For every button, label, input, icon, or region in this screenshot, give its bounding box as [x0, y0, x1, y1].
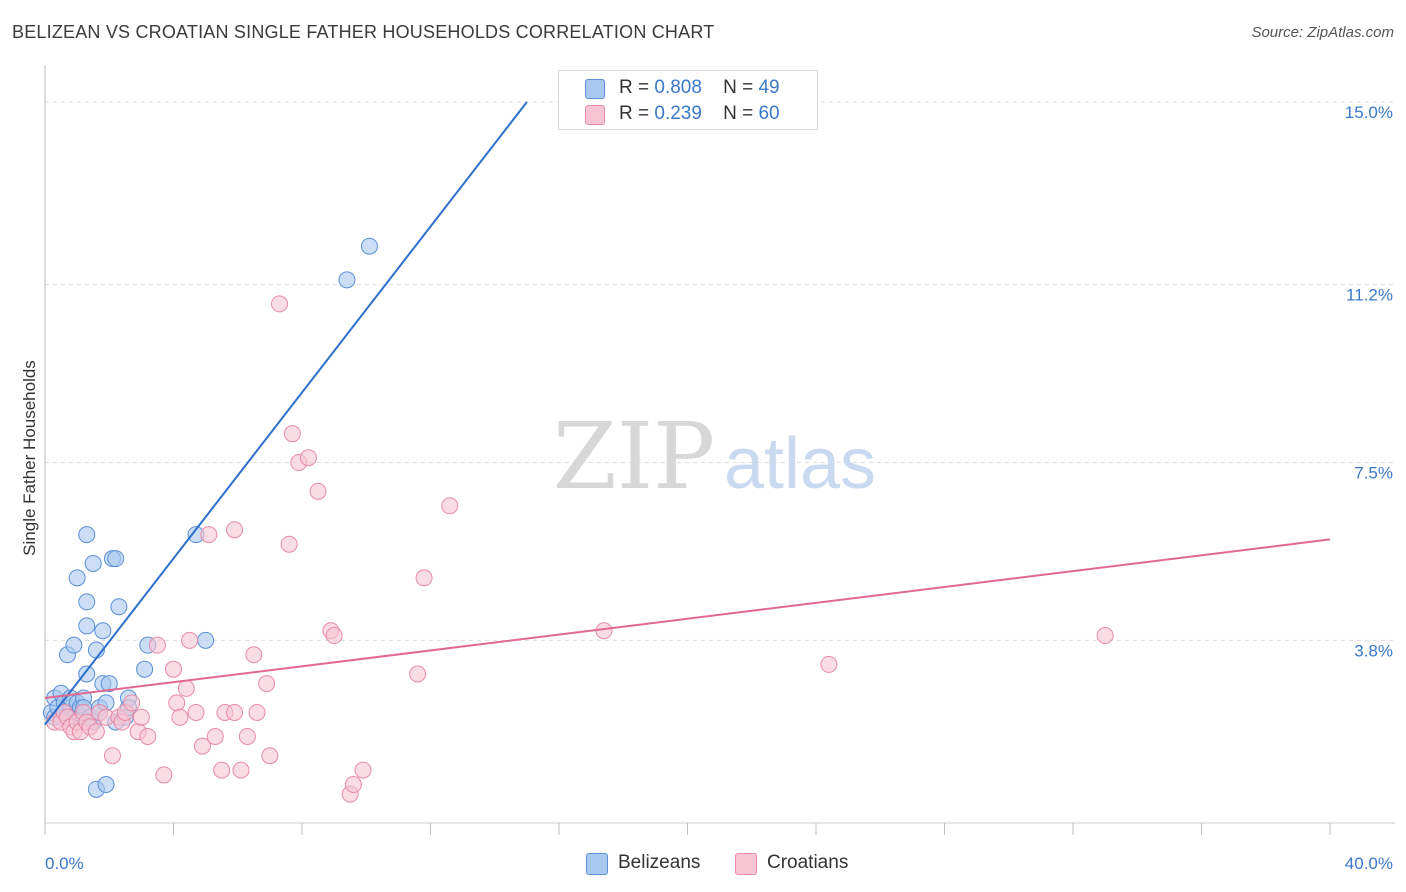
axis-layer: 3.8% 7.5% 11.2% 15.0% 0.0% 40.0%	[44, 65, 1395, 873]
croatian-point	[283, 425, 301, 443]
croatian-point	[103, 747, 121, 765]
grid-layer	[45, 101, 1395, 641]
legend-r-value: 0.808	[654, 77, 702, 98]
croatian-point	[820, 655, 838, 673]
croatian-point	[206, 727, 224, 745]
legend-r-label: R =	[619, 77, 650, 98]
croatian-point	[171, 708, 189, 726]
croatian-point	[309, 482, 327, 500]
belizean-point	[78, 617, 96, 635]
watermark-zip: ZIP	[553, 403, 715, 510]
belizean-point	[107, 550, 125, 568]
croatian-point	[595, 622, 613, 640]
legend-swatch-blue	[586, 853, 608, 875]
croatian-point	[245, 646, 263, 664]
watermark-atlas: atlas	[724, 424, 876, 504]
legend-r-label: R =	[619, 103, 650, 124]
croatian-point	[181, 631, 199, 649]
belizean-point	[110, 598, 128, 616]
croatian-point	[441, 497, 459, 515]
belizean-point	[338, 271, 356, 289]
croatian-point	[238, 727, 256, 745]
croatian-point	[213, 761, 231, 779]
belizean-point	[78, 665, 96, 683]
croatian-point	[344, 776, 362, 794]
legend-r-value: 0.239	[654, 103, 702, 124]
belizean-point	[78, 593, 96, 611]
croatian-point	[168, 694, 186, 712]
x-tick-label: 40.0%	[1345, 854, 1393, 873]
y-tick-label: 7.5%	[1354, 464, 1393, 483]
croatian-point	[155, 766, 173, 784]
belizean-point	[136, 660, 154, 678]
belizean-point	[84, 554, 102, 572]
croatian-point	[280, 535, 298, 553]
legend-n-label: N =	[723, 103, 754, 124]
legend-label-croatians: Croatians	[767, 852, 849, 873]
belizean-point	[68, 569, 86, 587]
belizean-point	[78, 526, 96, 544]
belizean-point	[360, 237, 378, 255]
croatian-point	[226, 703, 244, 721]
croatian-point	[193, 737, 211, 755]
croatian-point	[299, 449, 317, 467]
y-tick-label: 15.0%	[1345, 103, 1393, 122]
croatian-point	[271, 295, 289, 313]
croatian-point	[165, 660, 182, 678]
croatian-point	[258, 675, 276, 693]
legend-swatch-pink	[585, 105, 605, 125]
croatian-point	[261, 747, 279, 765]
croatian-point	[325, 627, 343, 645]
legend-swatch-pink	[735, 853, 757, 875]
legend-n-value: 60	[758, 103, 780, 124]
belizean-point	[65, 636, 83, 654]
croatian-point	[226, 521, 244, 539]
croatian-point	[409, 665, 427, 683]
belizean-trend-line	[44, 101, 528, 726]
croatian-point	[123, 694, 141, 712]
trend-layer	[44, 101, 1331, 726]
croatian-point	[1096, 627, 1114, 645]
x-tick-label: 0.0%	[45, 854, 84, 873]
legend-n-value: 49	[758, 77, 780, 98]
croatian-point	[200, 526, 218, 544]
chart-title: BELIZEAN VS CROATIAN SINGLE FATHER HOUSE…	[12, 22, 715, 42]
croatian-trend-line	[44, 538, 1331, 700]
croatian-point	[187, 703, 205, 721]
croatian-point	[232, 761, 250, 779]
croatian-point	[354, 761, 372, 779]
points-layer	[42, 237, 1114, 803]
legend-swatch-blue	[585, 79, 605, 99]
watermark: ZIP atlas	[553, 403, 876, 510]
belizean-point	[97, 776, 115, 794]
correlation-legend: R = 0.808 N = 49 R = 0.239 N = 60	[558, 70, 818, 130]
belizean-point	[197, 631, 215, 649]
y-tick-label: 11.2%	[1346, 286, 1393, 305]
source-label: Source: ZipAtlas.com	[1251, 24, 1394, 41]
croatian-point	[248, 703, 266, 721]
legend-n-label: N =	[723, 77, 754, 98]
belizean-point	[94, 622, 112, 640]
belizean-point	[100, 675, 118, 693]
croatian-point	[148, 636, 166, 654]
croatian-point	[87, 723, 105, 741]
y-tick-label: 3.8%	[1354, 641, 1393, 660]
croatian-point	[132, 708, 150, 726]
legend-label-belizeans: Belizeans	[618, 852, 701, 873]
croatian-point	[415, 569, 433, 587]
croatian-point	[177, 679, 195, 697]
croatian-point	[139, 727, 157, 745]
